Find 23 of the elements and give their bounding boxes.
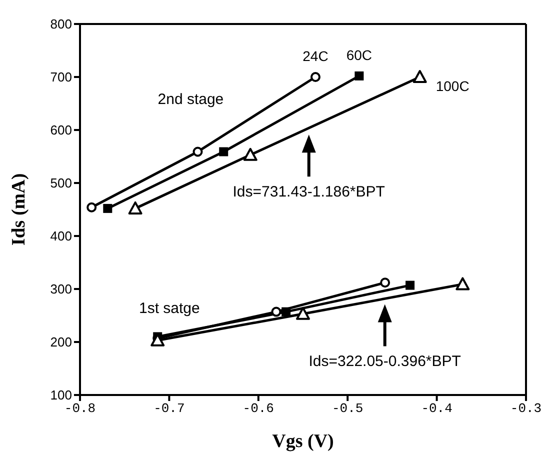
y-tick-label: 800: [50, 16, 72, 32]
y-tick-label: 500: [50, 176, 72, 191]
annotation: Ids=322.05-0.396*BPT: [308, 353, 461, 370]
y-tick-label: 400: [50, 228, 72, 244]
x-tick-label: -0.7: [154, 401, 185, 416]
x-tick-label: -0.5: [332, 401, 364, 416]
annotation: Ids=731.43-1.186*BPT: [232, 184, 385, 201]
y-axis-title: Ids (mA): [8, 173, 30, 246]
x-tick-label: -0.4: [421, 401, 453, 416]
x-tick-label: -0.8: [64, 401, 96, 416]
x-tick-label: -0.6: [242, 401, 274, 416]
annotation: 2nd stage: [158, 90, 224, 108]
series-label: 100C: [436, 78, 470, 94]
annotation: 1st satge: [139, 300, 200, 318]
y-tick-label: 100: [50, 388, 72, 403]
y-tick-label: 700: [50, 70, 72, 85]
series-label: 60C: [346, 46, 372, 63]
x-axis-title: Vgs (V): [272, 431, 334, 452]
y-tick-label: 200: [50, 334, 72, 350]
x-tick-label: -0.3: [510, 401, 542, 416]
y-tick-label: 300: [50, 282, 72, 297]
series-label: 24C: [302, 48, 328, 64]
y-tick-label: 600: [50, 122, 72, 138]
